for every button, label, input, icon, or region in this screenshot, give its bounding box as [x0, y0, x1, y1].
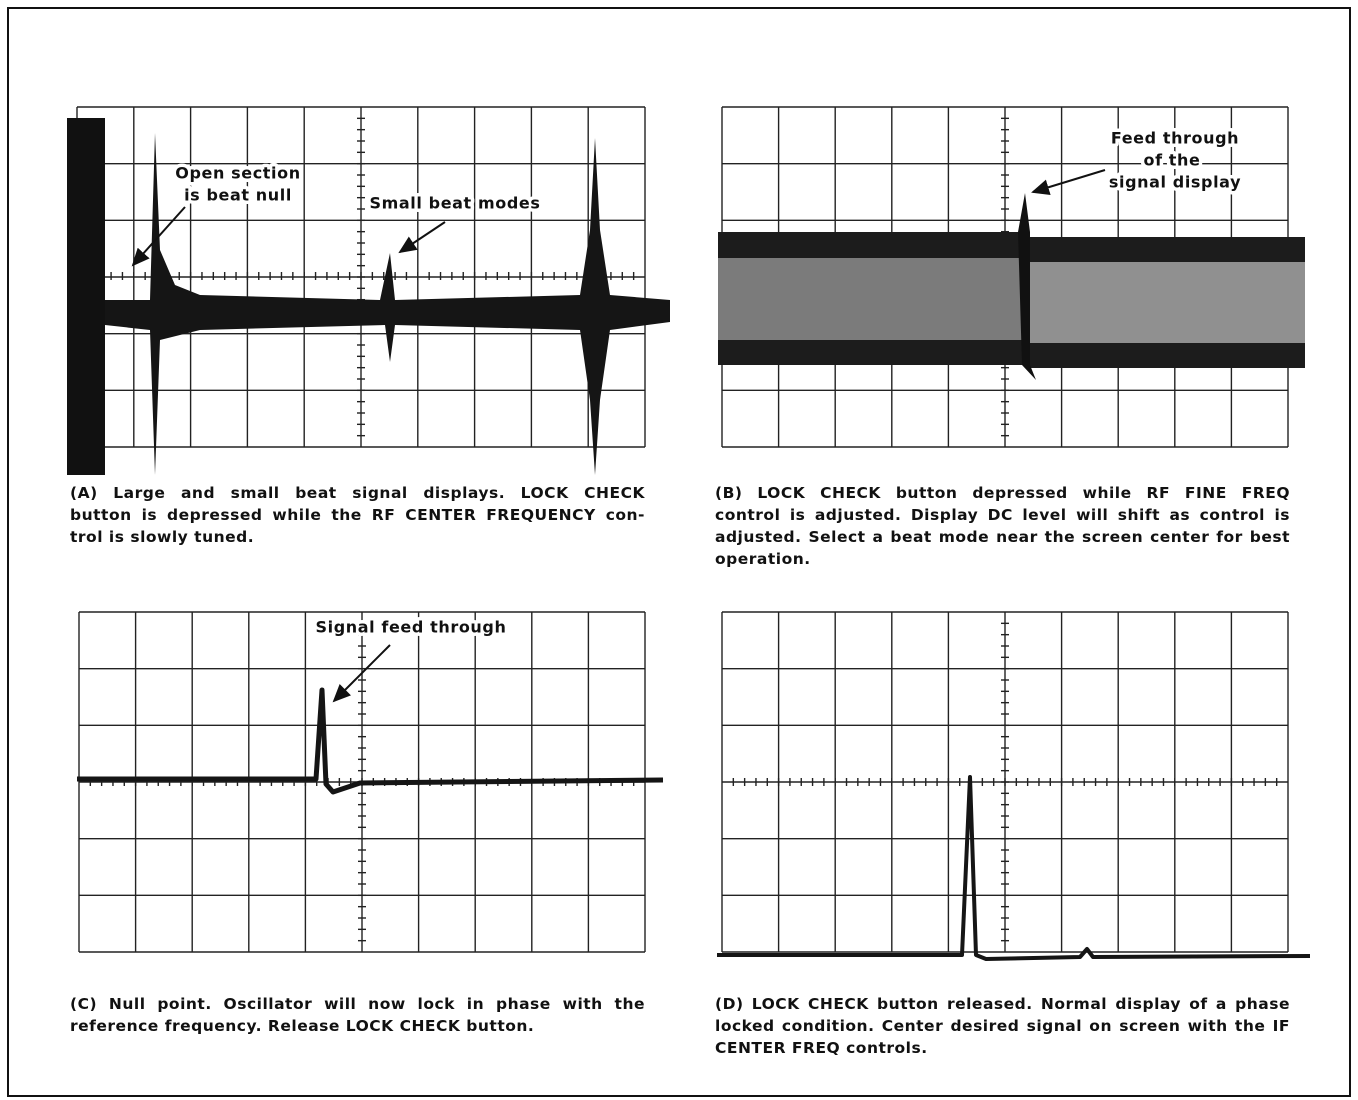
- caption-line: adjusted. Select a beat mode near the sc…: [715, 526, 1290, 548]
- trace-c: [77, 690, 663, 792]
- caption-line: (C) Null point. Oscillator will now lock…: [70, 993, 645, 1015]
- trace-d: [717, 777, 1310, 959]
- caption: (B) LOCK CHECK button depressed while RF…: [715, 482, 1290, 570]
- trace-block: [67, 118, 105, 475]
- trace-band-inner: [1027, 262, 1305, 343]
- caption-line: button is depressed while the RF CENTER …: [70, 504, 645, 526]
- caption-line: operation.: [715, 548, 1290, 570]
- caption: (D) LOCK CHECK button released. Normal d…: [715, 993, 1290, 1059]
- caption-line: control is adjusted. Display DC level wi…: [715, 504, 1290, 526]
- caption-line: locked condition. Center desired signal …: [715, 1015, 1290, 1037]
- caption-line: reference frequency. Release LOCK CHECK …: [70, 1015, 645, 1037]
- caption-line: (A) Large and small beat signal displays…: [70, 482, 645, 504]
- annotation: is beat null: [184, 186, 292, 205]
- annotation: Open section: [175, 164, 300, 183]
- annotation: Small beat modes: [370, 194, 541, 213]
- caption-line: (B) LOCK CHECK button depressed while RF…: [715, 482, 1290, 504]
- page: Open section is beat null Small beat mod…: [0, 0, 1358, 1100]
- caption: (A) Large and small beat signal displays…: [70, 482, 645, 548]
- annotation: of the: [1143, 151, 1200, 170]
- arrow: [400, 222, 445, 252]
- arrow: [1033, 170, 1105, 192]
- annotation: signal display: [1109, 173, 1241, 192]
- annotation: Feed through: [1111, 129, 1239, 148]
- caption-line: trol is slowly tuned.: [70, 526, 645, 548]
- trace-band-inner: [718, 258, 1027, 340]
- caption-line: CENTER FREQ controls.: [715, 1037, 1290, 1059]
- trace-a: [105, 133, 670, 475]
- annotation: Signal feed through: [316, 618, 507, 637]
- caption-line: (D) LOCK CHECK button released. Normal d…: [715, 993, 1290, 1015]
- caption: (C) Null point. Oscillator will now lock…: [70, 993, 645, 1037]
